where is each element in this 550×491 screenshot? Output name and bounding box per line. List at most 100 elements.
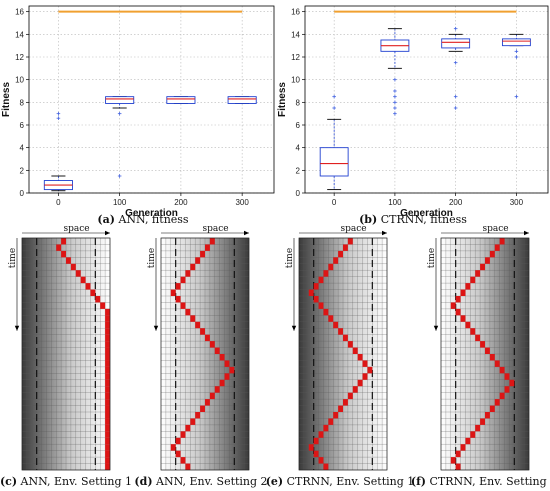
agent-position-cell: [75, 270, 81, 277]
space-axis-arrowhead: [244, 230, 249, 236]
time-axis-label: time: [427, 248, 437, 268]
agent-position-cell: [489, 354, 495, 361]
agent-position-cell: [328, 418, 334, 425]
agent-position-cell: [343, 399, 348, 406]
caption-b: (b) CTRNN, fitness: [359, 213, 467, 226]
x-tick-label: 300: [510, 198, 524, 207]
agent-position-cell: [504, 373, 510, 380]
agent-position-cell: [470, 431, 476, 438]
heatmap-frame: [160, 237, 250, 471]
time-axis-arrowhead: [433, 325, 439, 331]
agent-position-cell: [105, 424, 110, 432]
agent-position-cell: [175, 437, 181, 445]
space-axis-arrowhead: [382, 230, 387, 236]
agent-position-cell: [80, 276, 86, 284]
agent-position-cell: [343, 244, 348, 251]
y-tick-label: 10: [15, 76, 24, 85]
y-tick-label: 0: [296, 189, 301, 198]
agent-position-cell: [190, 315, 196, 322]
agent-position-cell: [175, 450, 181, 458]
x-tick-label: 200: [449, 198, 463, 207]
agent-position-cell: [362, 373, 368, 380]
box-iqr: [441, 38, 471, 49]
agent-position-cell: [480, 341, 485, 348]
agent-position-cell: [105, 366, 110, 374]
agent-position-cell: [333, 412, 339, 419]
y-tick-label: 12: [15, 53, 24, 62]
space-axis-label: space: [202, 224, 228, 234]
heatmap-ctrnn-setting-1: space time: [285, 224, 388, 471]
agent-position-cell: [485, 257, 490, 264]
agent-position-cell: [105, 308, 110, 316]
y-axis-label: Fitness: [1, 82, 12, 117]
x-tick-label: 0: [56, 198, 61, 207]
time-axis-label: time: [8, 248, 18, 268]
agent-position-cell: [100, 302, 106, 309]
agent-position-cell: [475, 270, 481, 277]
agent-position-cell: [480, 263, 485, 271]
agent-position-cell: [308, 289, 314, 296]
agent-position-cell: [56, 244, 62, 251]
agent-position-cell: [105, 437, 110, 445]
agent-position-cell: [180, 302, 186, 309]
agent-position-cell: [180, 457, 186, 464]
agent-position-cell: [499, 238, 505, 245]
agent-position-cell: [352, 386, 358, 393]
agent-position-cell: [465, 321, 471, 329]
plot-frame: [28, 5, 275, 194]
space-axis-label: space: [63, 224, 89, 234]
agent-position-cell: [318, 302, 324, 309]
heatmap-frame: [440, 237, 530, 471]
agent-position-cell: [61, 238, 66, 245]
x-tick-label: 200: [174, 198, 188, 207]
agent-position-cell: [362, 360, 368, 367]
agent-position-cell: [475, 424, 481, 432]
agent-position-cell: [105, 450, 110, 458]
agent-position-cell: [105, 431, 110, 438]
agent-position-cell: [328, 315, 334, 322]
agent-position-cell: [338, 328, 343, 335]
heatmap-ctrnn-setting-2: space time: [427, 224, 530, 471]
box-iqr: [501, 38, 531, 47]
agent-position-cell: [105, 405, 110, 412]
agent-position-cell: [105, 328, 110, 335]
x-axis-label: Generation: [125, 208, 178, 219]
y-tick-label: 8: [296, 98, 301, 107]
agent-position-cell: [460, 315, 466, 322]
agent-position-cell: [455, 450, 461, 458]
agent-position-cell: [338, 250, 343, 258]
agent-position-cell: [357, 354, 363, 361]
agent-position-cell: [455, 463, 461, 470]
agent-position-cell: [200, 328, 205, 335]
agent-position-cell: [185, 308, 191, 316]
agent-position-cell: [175, 283, 181, 290]
agent-position-cell: [209, 392, 215, 400]
agent-position-cell: [105, 347, 110, 354]
agent-position-cell: [347, 238, 353, 245]
agent-position-cell: [465, 437, 471, 445]
agent-position-cell: [499, 366, 505, 374]
agent-position-cell: [460, 289, 466, 296]
heatmap-ann-setting-2: space time: [147, 224, 250, 471]
agent-position-cell: [105, 379, 110, 387]
agent-position-cell: [489, 250, 495, 258]
agent-position-cell: [105, 463, 110, 470]
agent-position-cell: [105, 392, 110, 400]
agent-position-cell: [450, 457, 456, 464]
y-tick-label: 14: [291, 30, 300, 39]
caption-a: (a) ANN, fitness: [97, 213, 189, 226]
space-axis-arrowhead: [524, 230, 529, 236]
agent-position-cell: [105, 444, 110, 451]
x-tick-label: 100: [113, 198, 127, 207]
agent-position-cell: [180, 431, 186, 438]
y-tick-label: 2: [20, 166, 25, 175]
y-axis-label: Fitness: [277, 82, 288, 117]
agent-position-cell: [480, 418, 485, 425]
agent-position-cell: [195, 412, 201, 419]
agent-position-cell: [318, 431, 324, 438]
y-tick-label: 10: [291, 76, 300, 85]
agent-position-cell: [318, 457, 324, 464]
y-tick-label: 16: [291, 8, 300, 17]
agent-position-cell: [499, 392, 505, 400]
